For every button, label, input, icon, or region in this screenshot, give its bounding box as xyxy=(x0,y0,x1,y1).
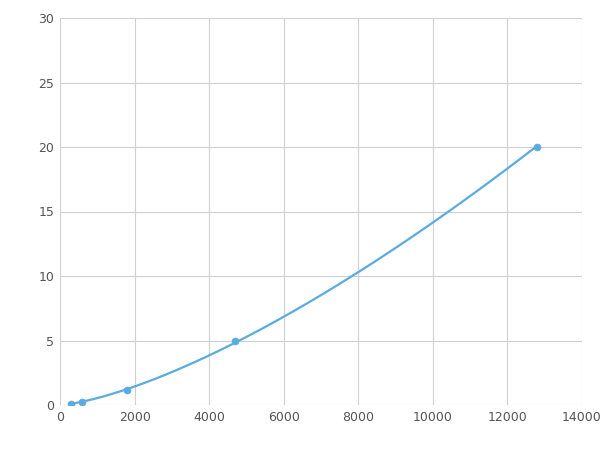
Point xyxy=(67,400,76,407)
Point xyxy=(230,337,240,344)
Point xyxy=(77,398,87,405)
Point xyxy=(532,144,542,151)
Point xyxy=(122,386,132,393)
